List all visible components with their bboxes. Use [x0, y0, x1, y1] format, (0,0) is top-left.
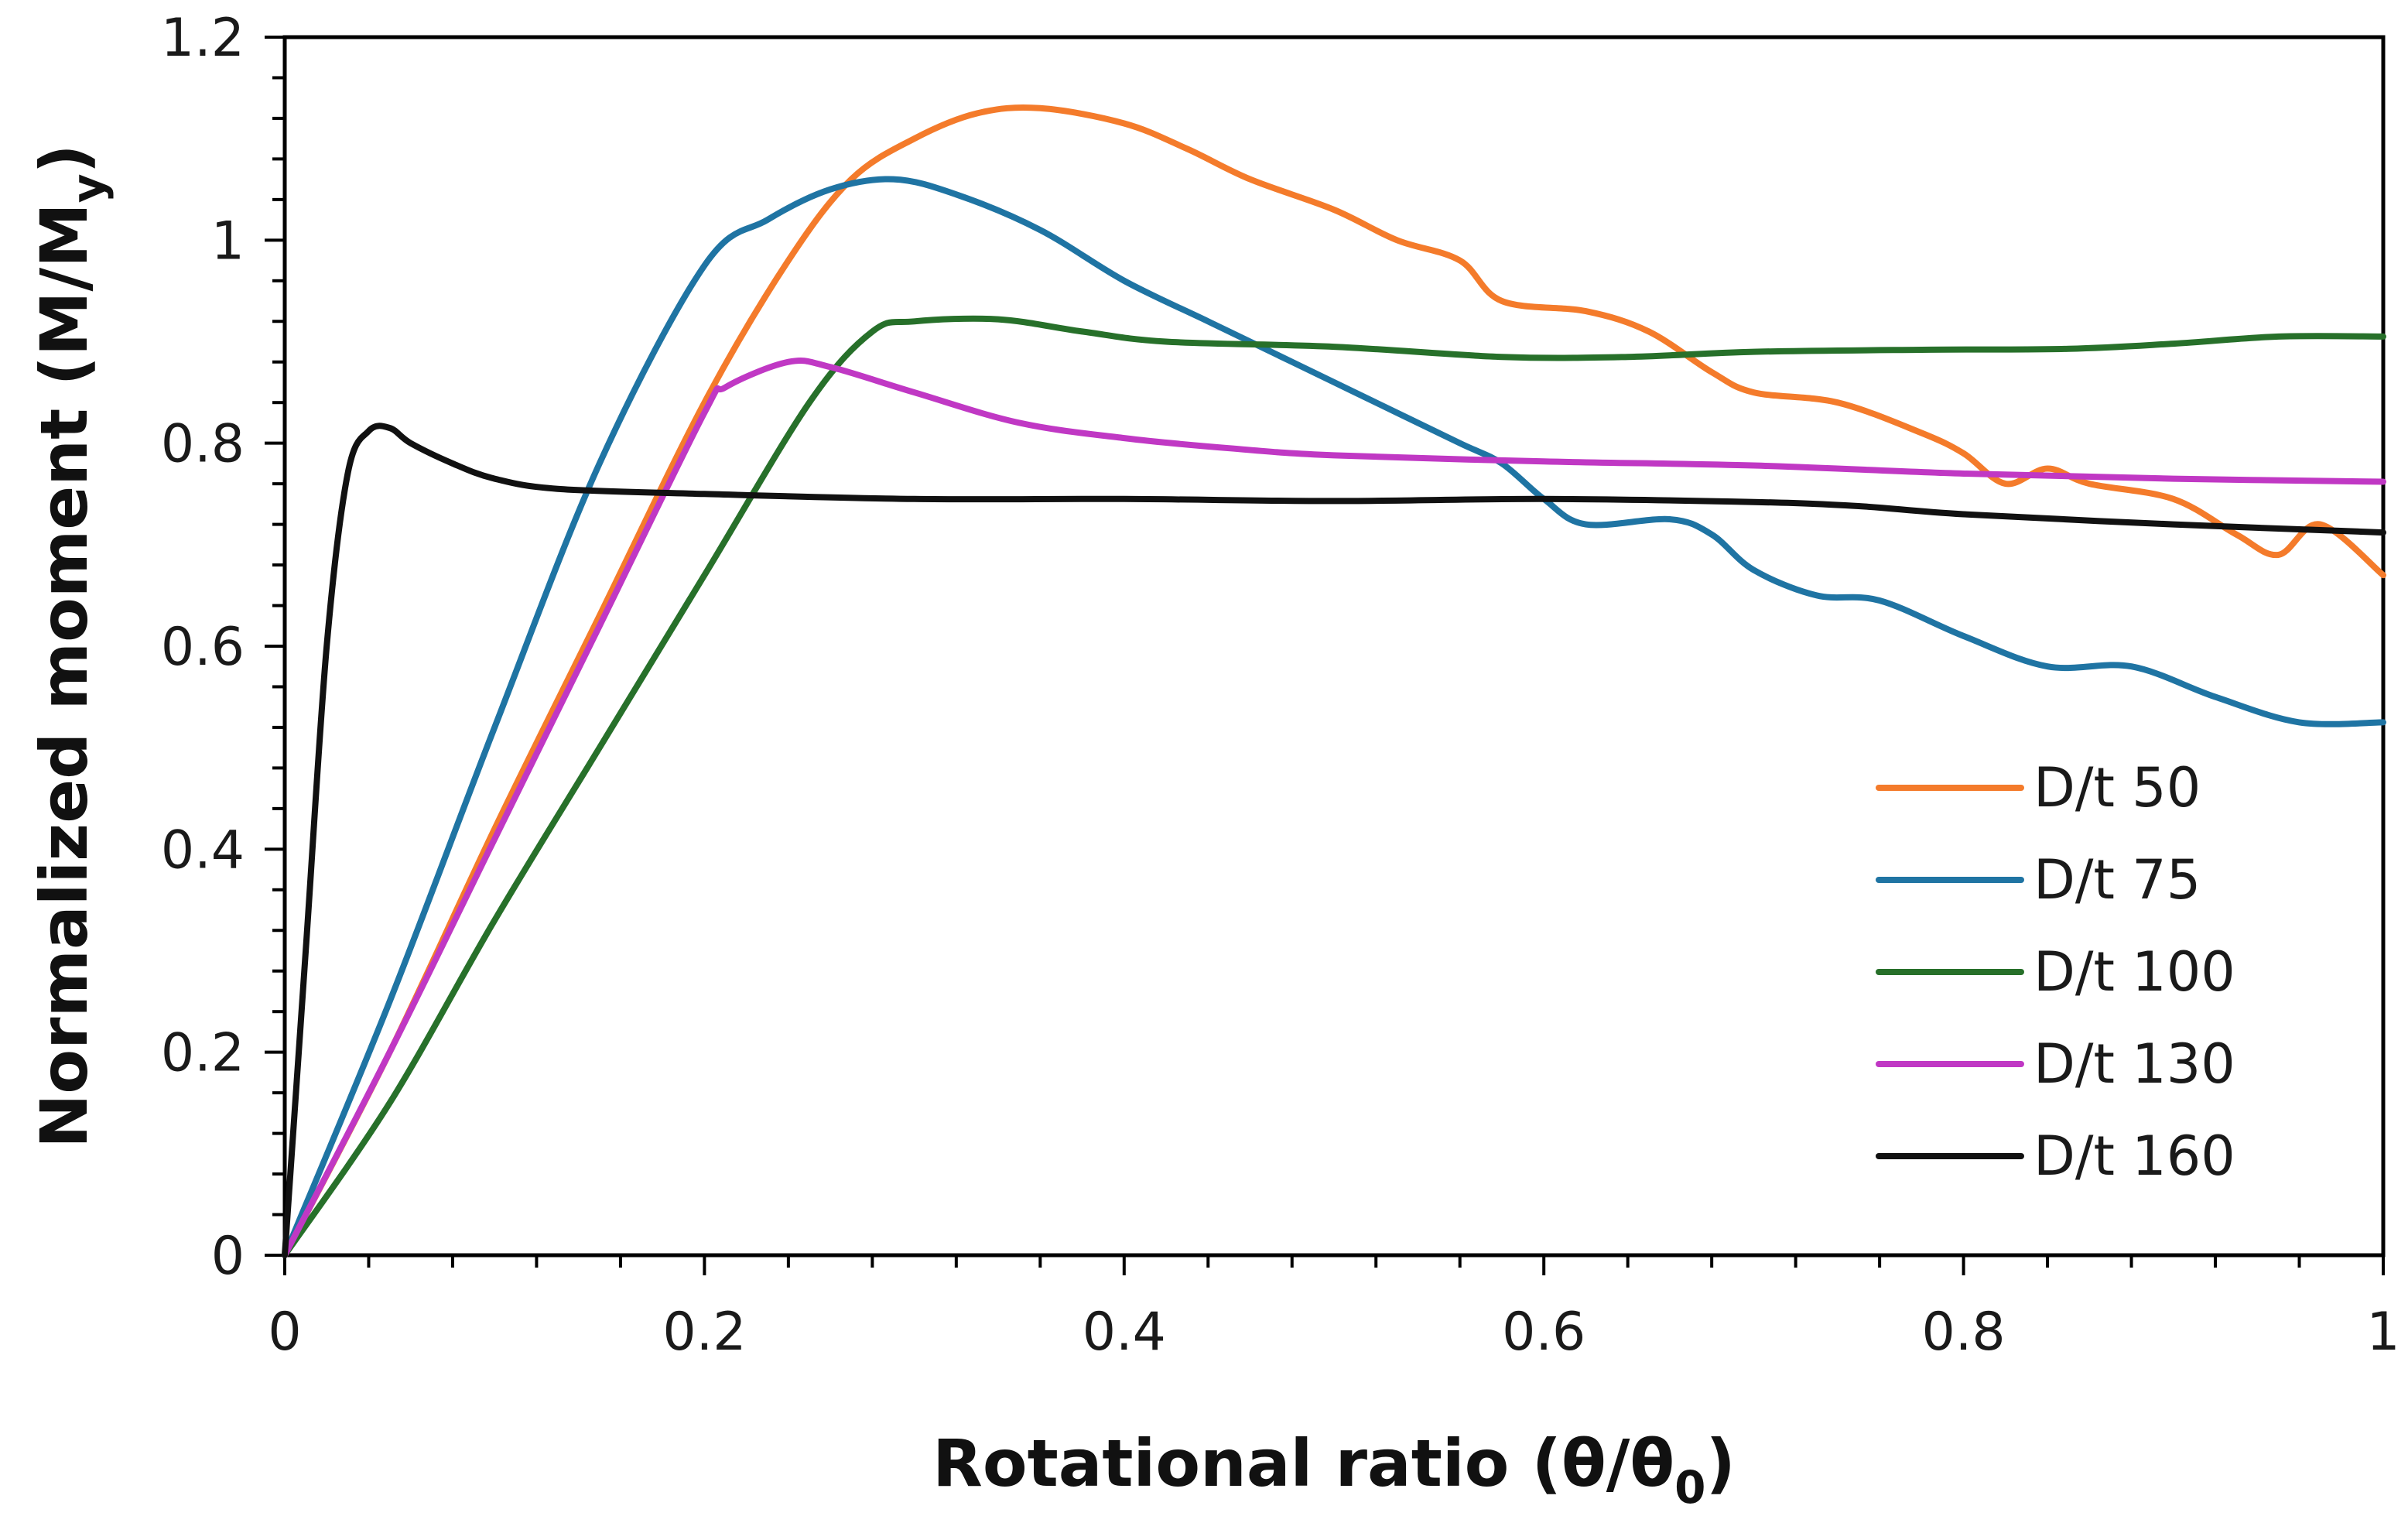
y-tick-label: 1.2	[161, 8, 245, 69]
y-tick-label: 0.6	[161, 617, 245, 678]
series-group	[282, 104, 2386, 1258]
y-tick-label: 1	[211, 210, 245, 272]
x-minor-ticks	[283, 1255, 2385, 1275]
series-line-2	[282, 176, 2386, 1258]
legend-label-5: D/t 160	[2033, 1124, 2235, 1188]
y-axis-title-subscript: y	[62, 173, 115, 203]
x-axis-title-end: )	[1705, 1425, 1735, 1501]
x-tick-label: 0	[268, 1302, 301, 1363]
x-tick-label: 0.8	[1922, 1302, 2006, 1363]
y-tick-label: 0.8	[161, 414, 245, 475]
series-line-1	[282, 104, 2386, 1258]
x-axis-title: Rotational ratio (θ/θ0)	[932, 1425, 1736, 1514]
legend: D/t 50 D/t 75 D/t 100 D/t 130 D/t 160	[1876, 756, 2235, 1188]
legend-label-2: D/t 75	[2033, 848, 2201, 912]
y-tick-label: 0	[211, 1226, 245, 1287]
plot-area	[282, 35, 2386, 1258]
x-axis-title-subscript: 0	[1674, 1461, 1705, 1514]
y-axis-title-end: )	[26, 144, 102, 173]
x-tick-label: 0.4	[1083, 1302, 1166, 1363]
y-tick-label: 0.2	[161, 1023, 245, 1084]
legend-label-3: D/t 100	[2033, 940, 2235, 1004]
series-line-5	[282, 423, 2386, 1258]
series-line-4	[282, 357, 2386, 1258]
y-tick-label: 0.4	[161, 820, 245, 881]
y-axis-title-main: Normalized moment (M/M	[26, 203, 102, 1148]
legend-label-4: D/t 130	[2033, 1032, 2235, 1096]
x-tick-label: 1	[2366, 1302, 2399, 1363]
y-axis-title: Normalized moment (M/My)	[26, 144, 115, 1148]
series-line-3	[282, 315, 2386, 1258]
x-tick-label: 0.6	[1502, 1302, 1585, 1363]
x-axis-title-main: Rotational ratio (θ/θ	[932, 1425, 1674, 1501]
legend-label-1: D/t 50	[2033, 756, 2201, 820]
x-tick-label: 0.2	[662, 1302, 746, 1363]
x-tick-labels: 0 0.2 0.4 0.6 0.8 1	[268, 1302, 2399, 1363]
y-minor-ticks	[265, 36, 285, 1257]
y-tick-labels: 0 0.2 0.4 0.6 0.8 1 1.2	[161, 8, 245, 1287]
